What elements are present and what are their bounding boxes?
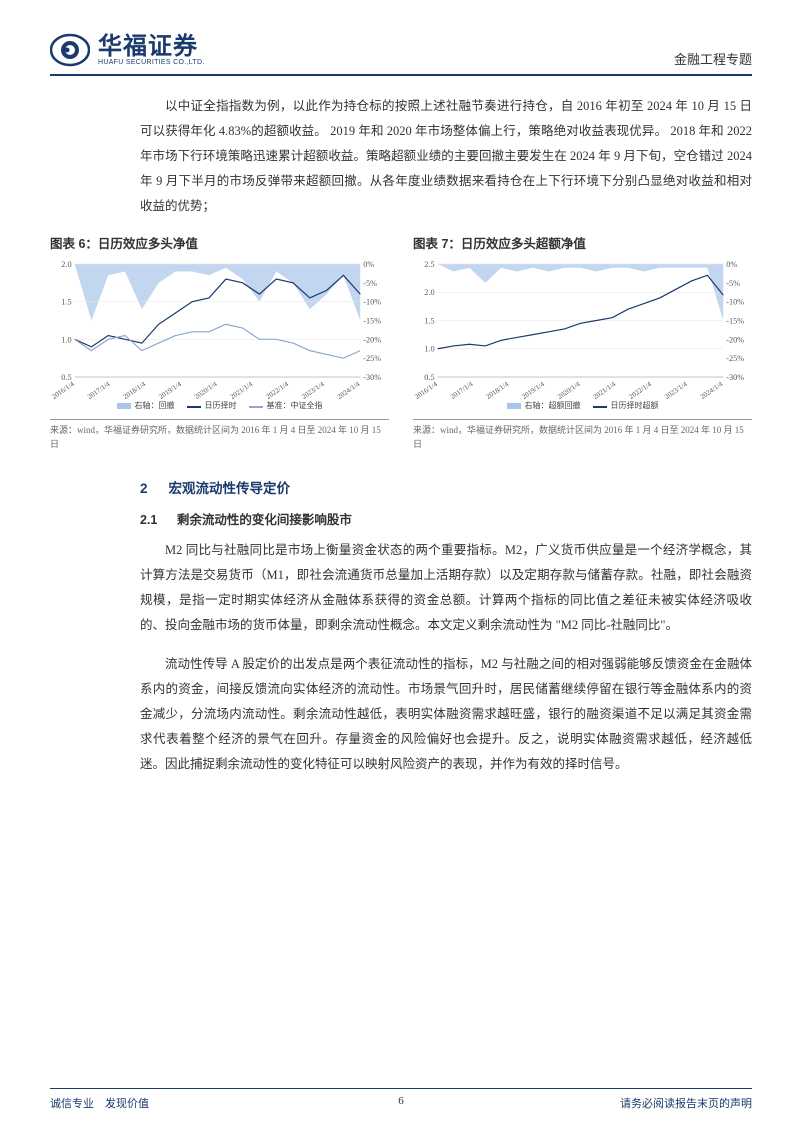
- logo-icon: [50, 30, 90, 70]
- svg-text:-15%: -15%: [726, 317, 744, 326]
- section-2-heading: 2 宏观流动性传导定价: [140, 477, 752, 497]
- logo-text-cn: 华福证券: [98, 35, 205, 59]
- chart-7-canvas: 0.51.01.52.02.50%-5%-10%-15%-20%-25%-30%…: [413, 258, 752, 413]
- chart-6-canvas: 0.51.01.52.00%-5%-10%-15%-20%-25%-30%201…: [50, 258, 389, 413]
- legend-item: 基准：中证全指: [249, 400, 323, 411]
- footer-page-number: 6: [398, 1095, 404, 1107]
- section-2-title: 宏观流动性传导定价: [169, 481, 291, 496]
- svg-text:1.0: 1.0: [61, 335, 71, 344]
- paragraph-1: 以中证全指指数为例，以此作为持仓标的按照上述社融节奏进行持仓，自 2016 年初…: [140, 94, 752, 219]
- svg-text:-30%: -30%: [363, 373, 381, 382]
- section-2-num: 2: [140, 481, 148, 496]
- svg-text:2.5: 2.5: [424, 260, 434, 269]
- chart-7-column: 图表 7：日历效应多头超额净值 0.51.01.52.02.50%-5%-10%…: [413, 233, 752, 451]
- page-footer: 诚信专业 发现价值 6 请务必阅读报告末页的声明: [50, 1088, 752, 1111]
- subsection-2-1-title: 剩余流动性的变化间接影响股市: [177, 513, 352, 527]
- chart-7-caption: 来源：wind，华福证券研究所，数据统计区间为 2016 年 1 月 4 日至 …: [413, 419, 752, 451]
- legend-item: 右轴：回撤: [117, 400, 175, 411]
- paragraph-2: M2 同比与社融同比是市场上衡量资金状态的两个重要指标。M2，广义货币供应量是一…: [140, 538, 752, 638]
- svg-text:-5%: -5%: [726, 279, 740, 288]
- subsection-2-1-heading: 2.1 剩余流动性的变化间接影响股市: [140, 509, 752, 528]
- paragraph-3: 流动性传导 A 股定价的出发点是两个表征流动性的指标，M2 与社融之间的相对强弱…: [140, 652, 752, 777]
- svg-text:1.0: 1.0: [424, 345, 434, 354]
- svg-text:2.0: 2.0: [424, 288, 434, 297]
- svg-text:-20%: -20%: [363, 335, 381, 344]
- footer-right: 请务必阅读报告末页的声明: [620, 1095, 752, 1111]
- legend-item: 右轴：超额回撤: [507, 400, 581, 411]
- charts-row: 图表 6：日历效应多头净值 0.51.01.52.00%-5%-10%-15%-…: [50, 233, 752, 451]
- svg-text:-15%: -15%: [363, 317, 381, 326]
- chart-7-title: 图表 7：日历效应多头超额净值: [413, 233, 752, 252]
- svg-text:2.0: 2.0: [61, 260, 71, 269]
- legend-item: 日历择时超额: [593, 400, 659, 411]
- svg-text:-10%: -10%: [726, 298, 744, 307]
- chart-6-title: 图表 6：日历效应多头净值: [50, 233, 389, 252]
- svg-text:-25%: -25%: [363, 354, 381, 363]
- svg-text:-5%: -5%: [363, 279, 377, 288]
- page-header: 华福证券 HUAFU SECURITIES CO.,LTD. 金融工程专题: [50, 30, 752, 76]
- chart-6-column: 图表 6：日历效应多头净值 0.51.01.52.00%-5%-10%-15%-…: [50, 233, 389, 451]
- section-2-body: M2 同比与社融同比是市场上衡量资金状态的两个重要指标。M2，广义货币供应量是一…: [50, 538, 752, 777]
- svg-text:-25%: -25%: [726, 354, 744, 363]
- svg-text:0%: 0%: [363, 260, 374, 269]
- svg-text:-20%: -20%: [726, 335, 744, 344]
- chart-6-caption: 来源：wind，华福证券研究所，数据统计区间为 2016 年 1 月 4 日至 …: [50, 419, 389, 451]
- legend-item: 日历择时: [187, 400, 237, 411]
- logo-text-en: HUAFU SECURITIES CO.,LTD.: [98, 59, 205, 66]
- doc-category: 金融工程专题: [674, 49, 752, 70]
- intro-paragraph-block: 以中证全指指数为例，以此作为持仓标的按照上述社融节奏进行持仓，自 2016 年初…: [50, 94, 752, 219]
- logo-block: 华福证券 HUAFU SECURITIES CO.,LTD.: [50, 30, 205, 70]
- svg-text:1.5: 1.5: [61, 298, 71, 307]
- svg-text:-30%: -30%: [726, 373, 744, 382]
- svg-text:-10%: -10%: [363, 298, 381, 307]
- subsection-2-1-num: 2.1: [140, 513, 157, 527]
- footer-left: 诚信专业 发现价值: [50, 1095, 149, 1111]
- svg-text:0%: 0%: [726, 260, 737, 269]
- svg-text:1.5: 1.5: [424, 317, 434, 326]
